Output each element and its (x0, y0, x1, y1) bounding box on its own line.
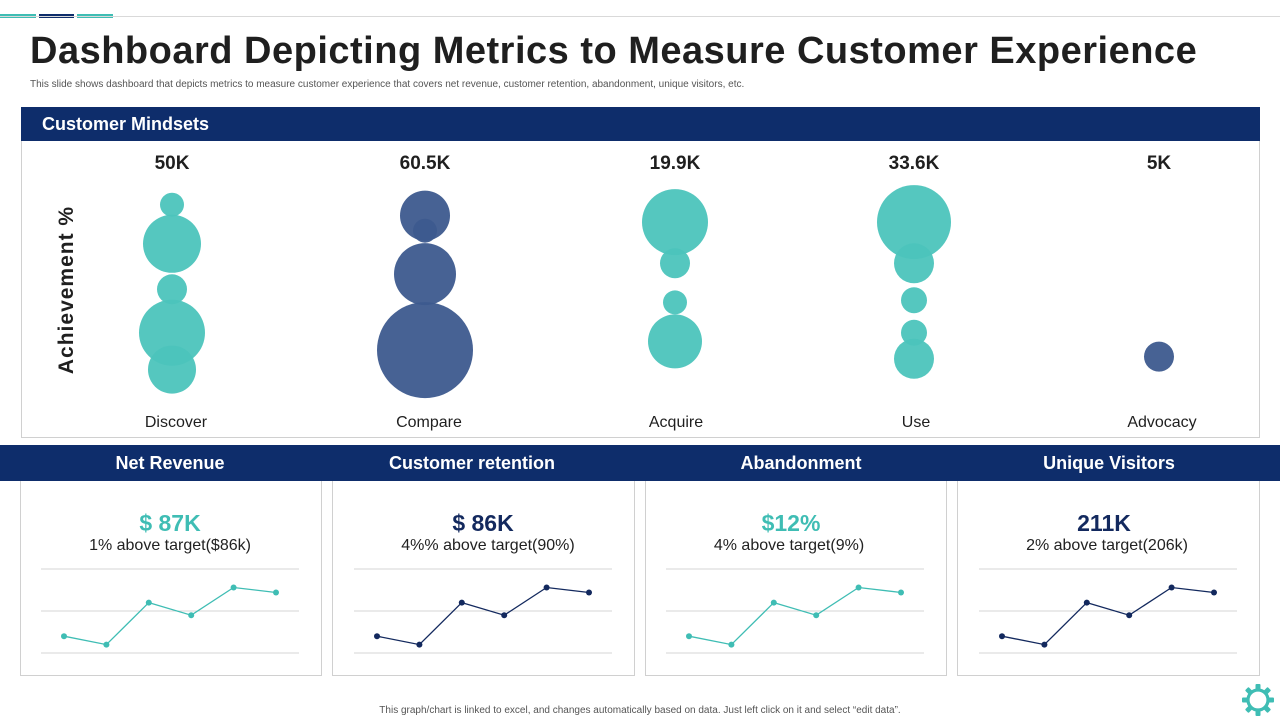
gear-icon[interactable] (1240, 682, 1276, 718)
page-subtitle: This slide shows dashboard that depicts … (30, 79, 745, 90)
kpi-card-customer-retention (332, 481, 635, 676)
kpi-sub-unique-visitors: 2% above target(206k) (1026, 537, 1188, 554)
stage-total-use: 33.6K (888, 153, 940, 174)
customer-mindsets-panel (21, 141, 1260, 438)
sparkline-point-customer-retention-1 (374, 633, 380, 640)
sparkline-point-abandonment-3 (770, 599, 777, 606)
stage-label-advocacy: Advocacy (1127, 414, 1197, 431)
sparkline-point-customer-retention-3 (458, 599, 465, 606)
sparkline-point-net-revenue-5 (230, 584, 237, 591)
footer-note: This graph/chart is linked to excel, and… (379, 705, 901, 716)
sparkline-point-customer-retention-4 (501, 612, 508, 619)
sparkline-point-net-revenue-6 (273, 589, 279, 596)
sparkline-point-unique-visitors-5 (1168, 584, 1175, 591)
sparkline-point-abandonment-4 (813, 612, 820, 619)
sparkline-point-abandonment-6 (898, 589, 904, 596)
sparkline-point-unique-visitors-2 (1041, 641, 1048, 648)
kpi-sub-net-revenue: 1% above target($86k) (89, 537, 251, 554)
kpi-title-net-revenue: Net Revenue (115, 453, 225, 473)
stage-total-compare: 60.5K (399, 153, 451, 174)
sparkline-customer-retention (376, 586, 590, 646)
sparkline-point-abandonment-5 (855, 584, 862, 591)
kpi-card-abandonment (645, 481, 947, 676)
kpi-title-customer-retention: Customer retention (388, 453, 556, 473)
kpi-header-band (0, 445, 1280, 481)
sparkline-point-customer-retention-5 (543, 584, 550, 591)
sparkline-point-net-revenue-1 (61, 633, 67, 640)
sparkline-point-net-revenue-3 (145, 599, 152, 606)
sparkline-point-unique-visitors-1 (999, 633, 1005, 640)
customer-mindsets-header: Customer Mindsets (21, 107, 1260, 141)
sparkline-point-net-revenue-4 (188, 612, 195, 619)
kpi-title-unique-visitors: Unique Visitors (1043, 453, 1175, 473)
kpi-value-net-revenue: $ 87K (139, 510, 201, 536)
stage-total-advocacy: 5K (1146, 153, 1172, 174)
sparkline-point-net-revenue-2 (103, 641, 110, 648)
kpi-value-unique-visitors: 211K (1077, 510, 1131, 536)
sparkline-point-unique-visitors-4 (1126, 612, 1133, 619)
sparkline-net-revenue (63, 586, 277, 646)
kpi-value-abandonment: $12% (761, 510, 821, 536)
kpi-title-abandonment: Abandonment (740, 453, 862, 473)
customer-mindsets-title: Customer Mindsets (42, 114, 210, 134)
sparkline-point-unique-visitors-6 (1211, 589, 1217, 596)
stage-label-discover: Discover (144, 414, 208, 431)
kpi-value-customer-retention: $ 86K (452, 510, 514, 536)
sparkline-point-unique-visitors-3 (1083, 599, 1090, 606)
sparkline-abandonment (688, 586, 902, 646)
sparkline-point-customer-retention-6 (586, 589, 592, 596)
sparkline-point-abandonment-1 (686, 633, 692, 640)
stage-label-acquire: Acquire (648, 414, 704, 431)
stage-label-compare: Compare (396, 414, 462, 431)
stage-total-acquire: 19.9K (649, 153, 701, 174)
kpi-card-unique-visitors (957, 481, 1260, 676)
sparkline-point-abandonment-2 (728, 641, 735, 648)
sparkline-point-customer-retention-2 (416, 641, 423, 648)
kpi-card-net-revenue (20, 481, 322, 676)
top-divider (0, 16, 1280, 17)
kpi-sub-customer-retention: 4%% above target(90%) (401, 537, 575, 554)
stage-label-use: Use (901, 414, 931, 431)
sparkline-unique-visitors (1001, 586, 1215, 646)
page-title: Dashboard Depicting Metrics to Measure C… (30, 30, 1198, 72)
stage-total-discover: 50K (154, 153, 190, 174)
kpi-sub-abandonment: 4% above target(9%) (713, 537, 865, 554)
